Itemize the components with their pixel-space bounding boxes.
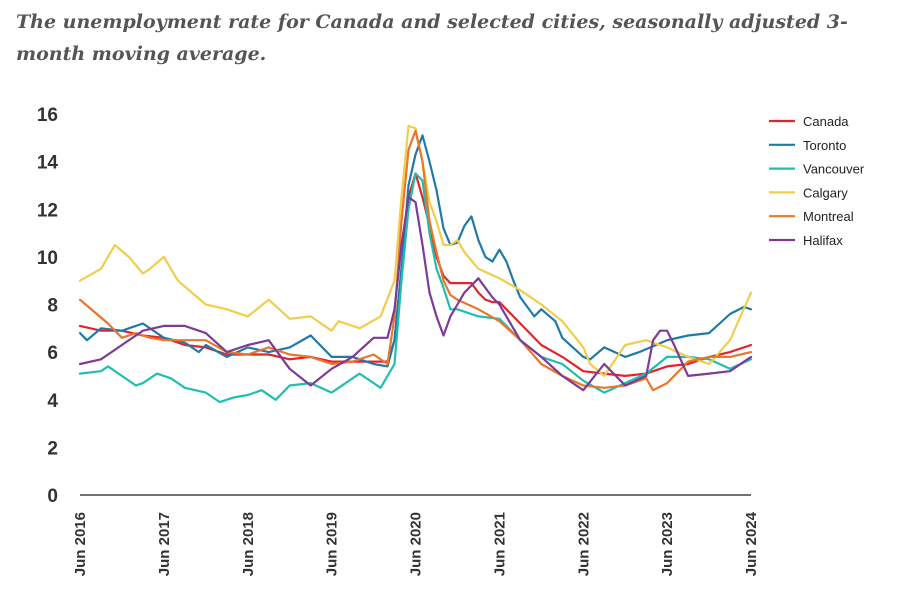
y-tick-label: 12	[37, 200, 58, 221]
x-tick-label: Jun 2023	[659, 512, 676, 576]
y-axis-tick-labels: 0 2 4 6 8 10 12 14 16	[37, 105, 59, 507]
chart-title: The unemployment rate for Canada and sel…	[16, 11, 848, 65]
x-tick-label: Jun 2018	[240, 512, 257, 576]
legend-label-halifax: Halifax	[803, 233, 843, 248]
series-line-toronto	[78, 134, 753, 368]
x-tick-label: Jun 2022	[575, 512, 592, 576]
legend-label-vancouver: Vancouver	[803, 162, 865, 177]
x-tick-label: Jun 2017	[156, 512, 173, 576]
legend-label-toronto: Toronto	[803, 138, 846, 153]
legend: Canada Toronto Vancouver Calgary Montreal Hal…	[769, 114, 865, 248]
y-tick-label: 6	[47, 343, 58, 364]
x-tick-label: Jun 2016	[72, 512, 89, 576]
y-tick-label: 4	[47, 391, 58, 412]
x-tick-label: Jun 2019	[324, 512, 341, 576]
series-line-vancouver	[78, 172, 753, 404]
y-tick-label: 0	[47, 486, 58, 507]
y-tick-label: 14	[37, 153, 59, 174]
x-tick-label: Jun 2020	[408, 512, 425, 576]
x-axis-tick-labels: Jun 2016 Jun 2017 Jun 2018 Jun 2019 Jun 2020…	[72, 511, 760, 576]
series-lines	[78, 124, 753, 404]
legend-label-montreal: Montreal	[803, 209, 854, 224]
legend-label-canada: Canada	[803, 114, 849, 129]
y-tick-label: 2	[47, 438, 58, 459]
x-tick-label: Jun 2024	[743, 511, 760, 576]
series-line-calgary	[78, 124, 753, 377]
series-line-halifax	[78, 196, 753, 392]
legend-label-calgary: Calgary	[803, 185, 848, 200]
y-tick-label: 16	[37, 105, 58, 126]
y-tick-label: 8	[47, 296, 58, 317]
y-tick-label: 10	[37, 248, 58, 269]
x-tick-label: Jun 2021	[491, 512, 508, 576]
